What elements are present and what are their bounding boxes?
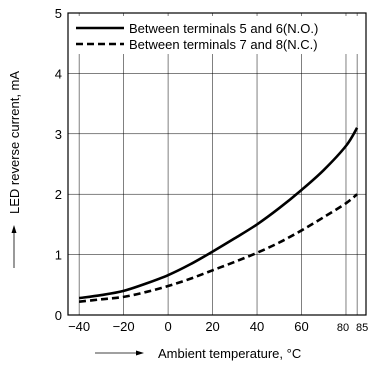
x-tick-label: 80: [337, 322, 349, 334]
series-line-nc: [78, 193, 358, 304]
series-group: [78, 127, 359, 304]
ticks: −40 −20 0 20 40 60 80 85 0 1 2 3 4 5: [55, 6, 368, 334]
x-tick-label: 20: [205, 319, 219, 334]
y-tick-label: 3: [55, 127, 62, 142]
x-tick-label: 60: [294, 319, 308, 334]
y-tick-label: 4: [55, 66, 62, 81]
y-axis-arrow-head: [11, 225, 17, 233]
x-tick-label: −40: [68, 319, 90, 334]
x-tick-label: 40: [250, 319, 264, 334]
series-line-no: [78, 127, 359, 300]
x-tick-label: 0: [164, 319, 171, 334]
y-tick-label: 2: [55, 187, 62, 202]
y-tick-label: 1: [55, 248, 62, 263]
legend-background: [72, 16, 364, 54]
x-tick-label: −20: [113, 319, 135, 334]
y-tick-label: 5: [55, 6, 62, 21]
y-axis-title: LED reverse current, mA: [7, 71, 22, 214]
x-axis-title: Ambient temperature, °C: [158, 346, 301, 361]
x-axis-arrow-head: [136, 350, 144, 356]
legend: Between terminals 5 and 6(N.O.) Between …: [72, 16, 364, 54]
plot-frame: [67, 12, 367, 316]
legend-entry-nc: Between terminals 7 and 8(N.C.): [129, 37, 318, 52]
legend-entry-no: Between terminals 5 and 6(N.O.): [129, 21, 318, 36]
y-tick-label: 0: [55, 308, 62, 323]
grid: [68, 13, 366, 315]
x-tick-label: 85: [356, 322, 368, 334]
